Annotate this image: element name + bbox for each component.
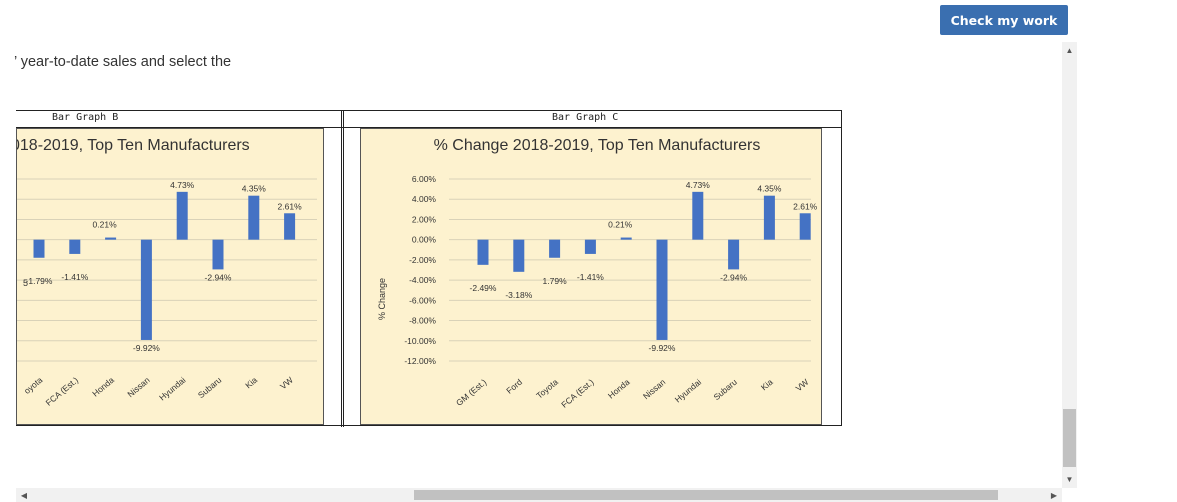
chart-title: 018-2019, Top Ten Manufacturers (17, 137, 250, 154)
category-tick-label: VW (794, 377, 811, 393)
scroll-right-arrow-icon[interactable]: ▶ (1050, 490, 1058, 500)
bar (248, 195, 260, 240)
category-tick-label: GM (Est.) (454, 377, 488, 408)
bar (477, 239, 489, 265)
bar-graph-b-chart: -1.79% -1.41% 0.21% -9.92% 4.73% -2.94% 4.35% 2… (16, 128, 324, 425)
data-label: -2.94% (720, 272, 747, 282)
data-label: 2.61% (278, 201, 303, 211)
data-label: 4.35% (757, 184, 782, 194)
y-tick-label: -2.00% (409, 255, 436, 265)
y-tick-label: -6.00% (409, 295, 436, 305)
bar (584, 239, 596, 254)
bar-graph-b-label: Bar Graph B (52, 112, 119, 123)
y-tick-label: 6.00% (412, 174, 437, 184)
bar (763, 195, 775, 240)
table-header-divider (16, 127, 842, 128)
bar (620, 237, 632, 240)
bar-graph-c-chart: 6.00% 4.00% 2.00% 0.00% -2.00% -4.00% -6.00% -8… (360, 128, 822, 425)
data-label: 4.35% (242, 184, 267, 194)
bar (69, 239, 81, 254)
bar-graph-c-svg: 6.00% 4.00% 2.00% 0.00% -2.00% -4.00% -6.00% -8… (377, 137, 818, 410)
category-tick-label: Toyota (534, 377, 560, 401)
y-axis-label: % Change (377, 278, 387, 320)
chart-title: % Change 2018-2019, Top Ten Manufacturer… (434, 137, 761, 154)
data-label: -3.18% (505, 290, 532, 300)
category-tick-label: Kia (243, 375, 259, 391)
data-label: 4.73% (686, 180, 711, 190)
data-label: -1.41% (577, 272, 604, 282)
category-tick-label: Subaru (196, 375, 224, 400)
y-tick-label: -8.00% (409, 316, 436, 326)
check-my-work-button[interactable]: Check my work (940, 5, 1068, 35)
scroll-down-arrow-icon[interactable]: ▼ (1062, 470, 1077, 488)
panel-divider (343, 111, 344, 427)
category-tick-label: Honda (90, 375, 116, 399)
category-tick-label: oyota (22, 375, 45, 396)
data-label: 1.79% (543, 276, 568, 286)
vertical-scrollbar[interactable]: ▲ (1062, 42, 1077, 470)
data-label: -2.94% (205, 272, 232, 282)
horizontal-scrollbar[interactable]: ◀ ▶ (16, 488, 1062, 502)
y-tick-label: 0.00% (412, 235, 437, 245)
horizontal-scroll-thumb[interactable] (414, 490, 998, 500)
axis-fragment: 5 (23, 278, 28, 288)
data-label: 0.21% (608, 220, 633, 230)
data-label: -9.92% (649, 343, 676, 353)
instruction-text: ’ year-to-date sales and select the (14, 54, 232, 70)
bar (728, 239, 740, 270)
vertical-scroll-thumb[interactable] (1063, 409, 1076, 467)
category-tick-label: FCA (Est.) (559, 377, 596, 410)
category-tick-label: Ford (504, 377, 524, 396)
bar (33, 239, 45, 258)
scroll-up-arrow-icon[interactable]: ▲ (1065, 46, 1074, 55)
category-tick-label: Hyundai (673, 377, 703, 405)
bar (549, 239, 561, 258)
data-label: 4.73% (170, 180, 195, 190)
data-label: -9.92% (133, 343, 160, 353)
data-label: 0.21% (93, 220, 118, 230)
bar (799, 213, 811, 240)
category-tick-label: Honda (606, 377, 632, 401)
bar-graph-table: Bar Graph B Bar Graph C -1.79% -1.41% 0.21… (16, 110, 842, 427)
data-label: -2.49% (470, 283, 497, 293)
y-tick-label: -10.00% (404, 336, 436, 346)
category-tick-label: Kia (759, 377, 775, 393)
bar-graph-c-label: Bar Graph C (552, 112, 619, 123)
y-tick-label: 2.00% (412, 214, 437, 224)
category-tick-label: Hyundai (157, 375, 187, 403)
category-tick-label: VW (278, 375, 295, 391)
bar-graph-b-svg: -1.79% -1.41% 0.21% -9.92% 4.73% -2.94% 4.35% 2… (17, 137, 317, 408)
y-tick-label: -12.00% (404, 356, 436, 366)
bar (284, 213, 296, 240)
bar (692, 191, 704, 240)
bar (140, 239, 152, 340)
bar (176, 191, 188, 240)
bar (513, 239, 525, 272)
content-area: ’ year-to-date sales and select the Bar … (0, 42, 1062, 488)
data-label: -1.41% (61, 272, 88, 282)
data-label: 2.61% (793, 201, 818, 211)
bar (656, 239, 668, 340)
category-tick-label: FCA (Est.) (44, 375, 81, 408)
data-label: -1.79% (26, 276, 53, 286)
scroll-left-arrow-icon[interactable]: ◀ (20, 490, 28, 500)
bar (212, 239, 224, 270)
panel-divider (341, 111, 342, 427)
category-tick-label: Nissan (641, 377, 668, 402)
y-tick-label: 4.00% (412, 194, 437, 204)
category-tick-label: Nissan (125, 375, 152, 400)
category-tick-label: Subaru (711, 377, 739, 402)
y-tick-label: -4.00% (409, 275, 436, 285)
bar (105, 237, 117, 240)
